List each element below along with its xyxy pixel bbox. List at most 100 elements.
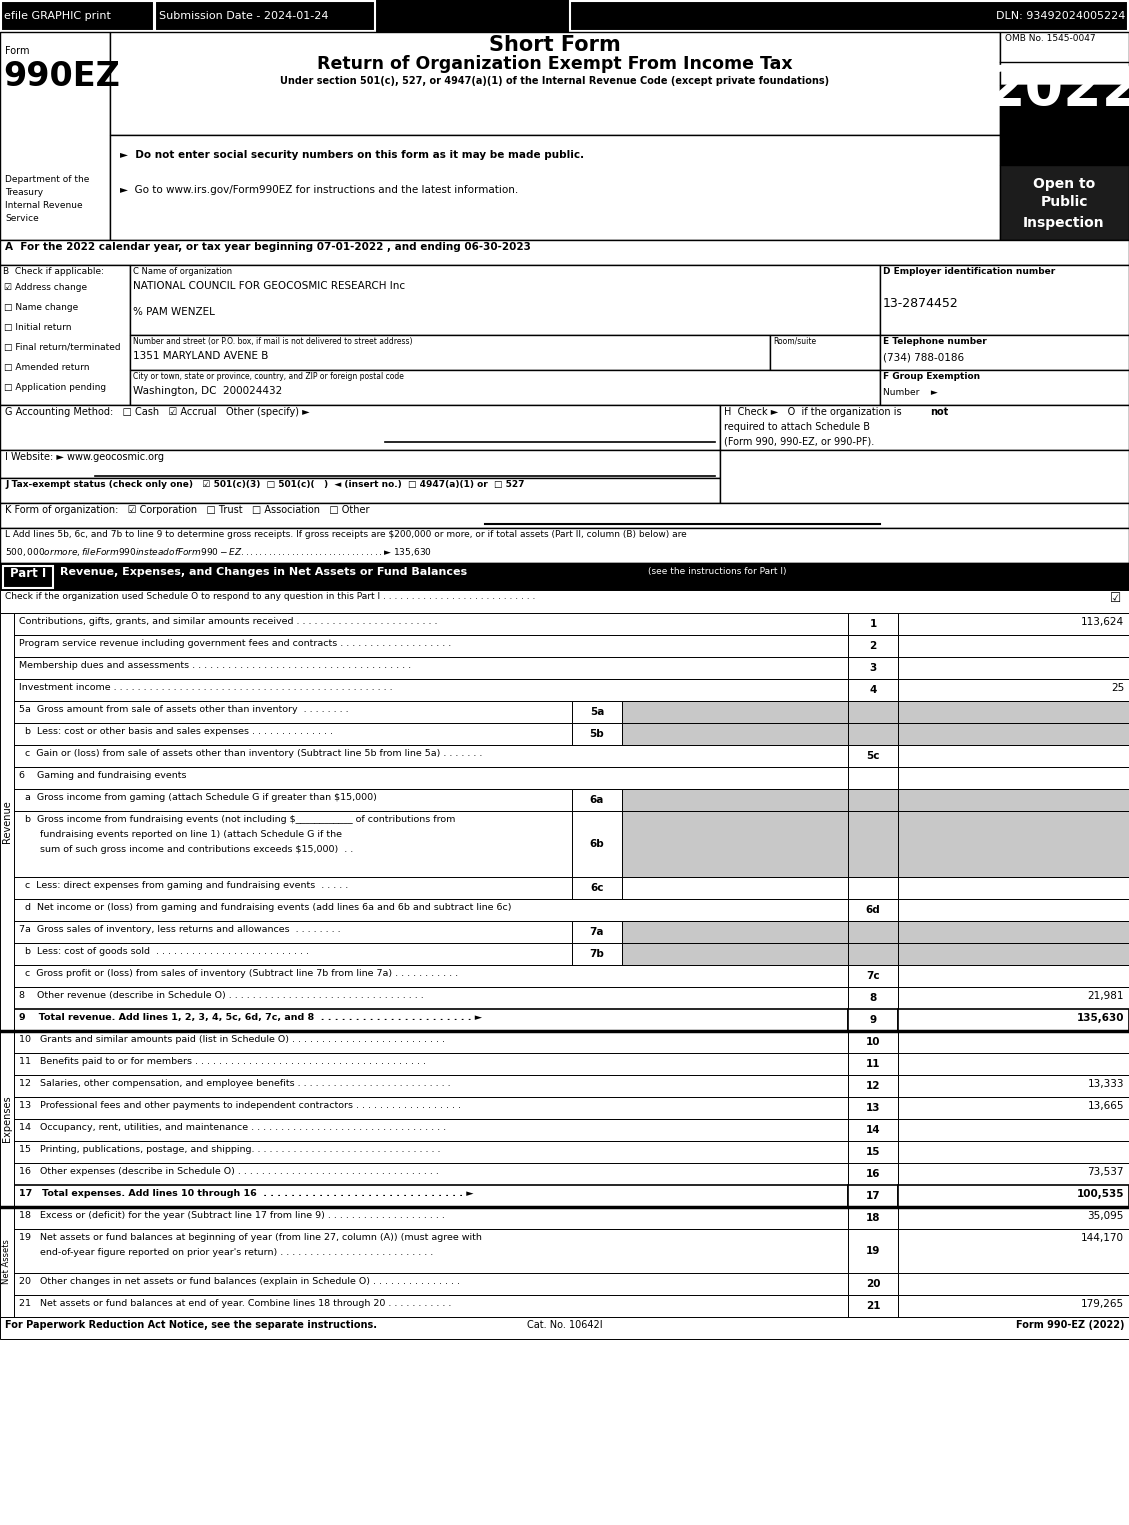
- Bar: [898, 987, 1129, 1010]
- Text: 19   Net assets or fund balances at beginning of year (from line 27, column (A)): 19 Net assets or fund balances at beginn…: [19, 1234, 482, 1241]
- Bar: [0, 265, 130, 406]
- Bar: [1000, 85, 1129, 165]
- Text: Under section 501(c), 527, or 4947(a)(1) of the Internal Revenue Code (except pr: Under section 501(c), 527, or 4947(a)(1)…: [280, 76, 830, 85]
- Bar: [14, 1119, 848, 1141]
- Text: 15: 15: [866, 1147, 881, 1157]
- Bar: [879, 336, 1129, 371]
- Bar: [14, 788, 572, 811]
- Text: 6b: 6b: [589, 839, 604, 849]
- Text: c  Gain or (loss) from sale of assets other than inventory (Subtract line 5b fro: c Gain or (loss) from sale of assets oth…: [19, 749, 482, 758]
- Text: Number    ►: Number ►: [883, 387, 938, 397]
- Bar: [572, 811, 622, 877]
- Text: 5b: 5b: [589, 729, 604, 740]
- Bar: [622, 723, 848, 746]
- Text: 18: 18: [866, 1212, 881, 1223]
- Bar: [898, 723, 1129, 746]
- Text: 8: 8: [869, 993, 876, 1003]
- Bar: [622, 788, 848, 811]
- Text: Program service revenue including government fees and contracts . . . . . . . . : Program service revenue including govern…: [19, 639, 452, 648]
- Bar: [898, 702, 1129, 723]
- Bar: [848, 1229, 898, 1273]
- Text: ►  Go to www.irs.gov/Form990EZ for instructions and the latest information.: ► Go to www.irs.gov/Form990EZ for instru…: [120, 185, 518, 195]
- Text: Department of the: Department of the: [5, 175, 89, 185]
- Text: 15   Printing, publications, postage, and shipping. . . . . . . . . . . . . . . : 15 Printing, publications, postage, and …: [19, 1145, 440, 1154]
- Text: NATIONAL COUNCIL FOR GEOCOSMIC RESEARCH Inc: NATIONAL COUNCIL FOR GEOCOSMIC RESEARCH …: [133, 281, 405, 291]
- Text: L Add lines 5b, 6c, and 7b to line 9 to determine gross receipts. If gross recei: L Add lines 5b, 6c, and 7b to line 9 to …: [5, 531, 686, 538]
- Bar: [572, 788, 622, 811]
- Bar: [14, 1164, 848, 1185]
- Bar: [14, 942, 572, 965]
- Text: b  Less: cost of goods sold  . . . . . . . . . . . . . . . . . . . . . . . . . .: b Less: cost of goods sold . . . . . . .…: [19, 947, 309, 956]
- Text: (see the instructions for Part I): (see the instructions for Part I): [648, 567, 787, 576]
- Bar: [0, 477, 720, 503]
- Text: Membership dues and assessments . . . . . . . . . . . . . . . . . . . . . . . . : Membership dues and assessments . . . . …: [19, 660, 411, 669]
- Text: □ Application pending: □ Application pending: [5, 383, 106, 392]
- Text: Form 990-EZ (2022): Form 990-EZ (2022): [1015, 1321, 1124, 1330]
- Bar: [14, 613, 848, 634]
- Text: □ Final return/terminated: □ Final return/terminated: [5, 343, 121, 352]
- Bar: [14, 1141, 848, 1164]
- Bar: [848, 965, 898, 987]
- Bar: [898, 877, 1129, 900]
- Text: Expenses: Expenses: [2, 1095, 12, 1142]
- Text: Room/suite: Room/suite: [773, 337, 816, 346]
- Text: 11   Benefits paid to or for members . . . . . . . . . . . . . . . . . . . . . .: 11 Benefits paid to or for members . . .…: [19, 1057, 426, 1066]
- Text: Short Form: Short Form: [489, 35, 621, 55]
- Text: 1351 MARYLAND AVENE B: 1351 MARYLAND AVENE B: [133, 351, 269, 361]
- Text: 7b: 7b: [589, 949, 604, 959]
- Text: 5a  Gross amount from sale of assets other than inventory  . . . . . . . .: 5a Gross amount from sale of assets othe…: [19, 705, 349, 714]
- Bar: [622, 877, 848, 900]
- Text: 18   Excess or (deficit) for the year (Subtract line 17 from line 9) . . . . . .: 18 Excess or (deficit) for the year (Sub…: [19, 1211, 445, 1220]
- Bar: [898, 1010, 1129, 1031]
- Bar: [14, 987, 848, 1010]
- Text: □ Name change: □ Name change: [5, 303, 78, 313]
- Text: 5c: 5c: [866, 750, 879, 761]
- Text: Number and street (or P.O. box, if mail is not delivered to street address): Number and street (or P.O. box, if mail …: [133, 337, 412, 346]
- Text: fundraising events reported on line 1) (attach Schedule G if the: fundraising events reported on line 1) (…: [19, 830, 342, 839]
- Text: □ Initial return: □ Initial return: [5, 323, 71, 332]
- Text: Check if the organization used Schedule O to respond to any question in this Par: Check if the organization used Schedule …: [5, 592, 535, 601]
- Text: ►  Do not enter social security numbers on this form as it may be made public.: ► Do not enter social security numbers o…: [120, 149, 584, 160]
- Bar: [572, 702, 622, 723]
- Text: Cat. No. 10642I: Cat. No. 10642I: [527, 1321, 602, 1330]
- Bar: [14, 746, 848, 767]
- Text: 13: 13: [866, 1103, 881, 1113]
- Text: % PAM WENZEL: % PAM WENZEL: [133, 307, 215, 317]
- Bar: [898, 811, 1129, 877]
- Bar: [848, 1273, 898, 1295]
- Text: ☑ Address change: ☑ Address change: [5, 284, 87, 291]
- Bar: [0, 528, 1129, 563]
- Bar: [848, 679, 898, 702]
- Bar: [0, 32, 110, 239]
- Bar: [14, 767, 848, 788]
- Text: Contributions, gifts, grants, and similar amounts received . . . . . . . . . . .: Contributions, gifts, grants, and simila…: [19, 618, 438, 625]
- Bar: [0, 1031, 14, 1206]
- Bar: [14, 657, 848, 679]
- Text: Submission Date - 2024-01-24: Submission Date - 2024-01-24: [159, 11, 329, 21]
- Bar: [14, 1206, 848, 1229]
- Text: 4: 4: [869, 685, 877, 695]
- Bar: [848, 746, 898, 767]
- Text: B  Check if applicable:: B Check if applicable:: [3, 267, 104, 276]
- Text: 2022: 2022: [987, 63, 1129, 117]
- Bar: [898, 942, 1129, 965]
- Text: 7a: 7a: [589, 927, 604, 936]
- Bar: [0, 450, 720, 477]
- Text: 9    Total revenue. Add lines 1, 2, 3, 4, 5c, 6d, 7c, and 8  . . . . . . . . . .: 9 Total revenue. Add lines 1, 2, 3, 4, 5…: [19, 1013, 482, 1022]
- Bar: [0, 1206, 14, 1318]
- Text: 73,537: 73,537: [1087, 1167, 1124, 1177]
- Text: 21,981: 21,981: [1087, 991, 1124, 1000]
- Text: efile GRAPHIC print: efile GRAPHIC print: [5, 11, 111, 21]
- Bar: [848, 1185, 898, 1206]
- Text: For Paperwork Reduction Act Notice, see the separate instructions.: For Paperwork Reduction Act Notice, see …: [5, 1321, 377, 1330]
- Bar: [14, 723, 572, 746]
- Bar: [570, 2, 1128, 30]
- Text: F Group Exemption: F Group Exemption: [883, 372, 980, 381]
- Text: (Form 990, 990-EZ, or 990-PF).: (Form 990, 990-EZ, or 990-PF).: [724, 436, 874, 445]
- Text: Public: Public: [1040, 195, 1087, 209]
- Text: D Employer identification number: D Employer identification number: [883, 267, 1056, 276]
- Text: 7c: 7c: [866, 971, 879, 981]
- Text: G Accounting Method:   □ Cash   ☑ Accrual   Other (specify) ►: G Accounting Method: □ Cash ☑ Accrual Ot…: [5, 407, 309, 416]
- Bar: [572, 921, 622, 942]
- Bar: [770, 336, 879, 371]
